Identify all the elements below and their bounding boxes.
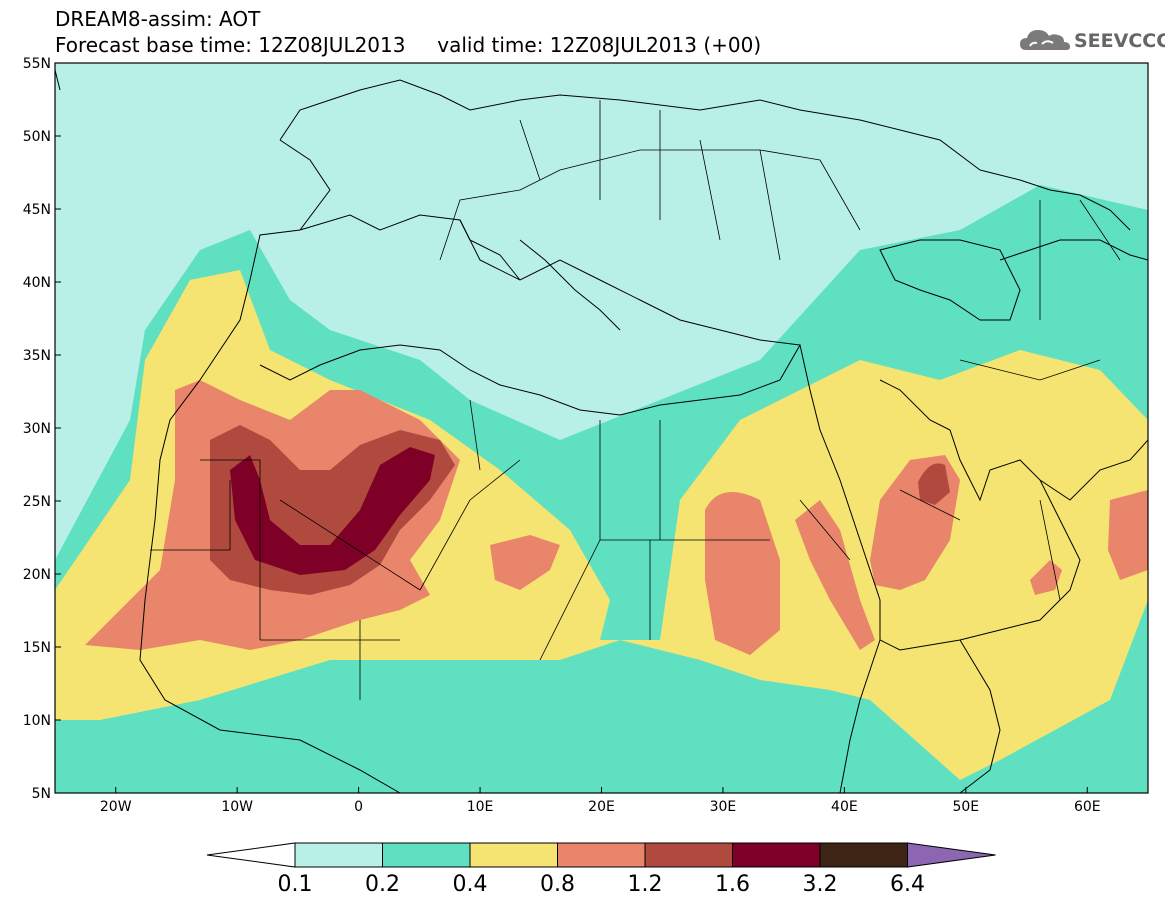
- colorbar-under-arrow: [206, 842, 296, 868]
- lon-tick-label: 30E: [710, 799, 737, 815]
- colorbar-label: 3.2: [803, 872, 838, 897]
- coastlines: [55, 69, 1148, 793]
- lat-tick-label: 25N: [23, 494, 51, 510]
- colorbar-label: 0.2: [365, 872, 400, 897]
- lat-tick-label: 40N: [23, 275, 51, 291]
- lat-tick-label: 50N: [23, 129, 51, 145]
- colorbar-label: 1.2: [628, 872, 663, 897]
- latitude-axis: 55N 50N 45N 40N 35N 30N 25N 20N 15N 10N 5N: [23, 56, 61, 802]
- colorbar-label: 0.8: [540, 872, 575, 897]
- lon-tick-label: 0: [354, 799, 363, 815]
- map-title: DREAM8-assim: AOT: [55, 7, 261, 31]
- colorbar-swatch: [732, 842, 821, 868]
- lat-tick-label: 30N: [23, 421, 51, 437]
- aot-contour-0.8-redsea: [795, 500, 875, 650]
- lat-tick-label: 5N: [32, 786, 51, 802]
- lon-tick-label: 50E: [952, 799, 979, 815]
- lat-tick-label: 15N: [23, 640, 51, 656]
- lon-tick-label: 10E: [467, 799, 494, 815]
- aot-contour-1.6: [230, 447, 435, 575]
- lat-tick-label: 35N: [23, 348, 51, 364]
- colorbar-swatch: [382, 842, 471, 868]
- colorbar-label: 1.6: [715, 872, 750, 897]
- lon-tick-label: 20W: [100, 799, 132, 815]
- lat-tick-label: 10N: [23, 713, 51, 729]
- lon-tick-label: 10W: [221, 799, 253, 815]
- colorbar-swatch: [469, 842, 558, 868]
- lat-tick-label: 45N: [23, 202, 51, 218]
- colorbar-swatch: [294, 842, 383, 868]
- cloud-icon: [1020, 30, 1070, 50]
- lon-tick-label: 60E: [1074, 799, 1101, 815]
- lon-tick-label: 20E: [588, 799, 615, 815]
- aot-contour-0.8-sudan: [705, 492, 780, 655]
- colorbar-label: 6.4: [890, 872, 925, 897]
- colorbar-label: 0.1: [278, 872, 313, 897]
- colorbar-swatch: [644, 842, 733, 868]
- colorbar-over-arrow: [907, 842, 996, 868]
- colorbar-label: 0.4: [453, 872, 488, 897]
- lat-tick-label: 55N: [23, 56, 51, 72]
- lat-tick-label: 20N: [23, 567, 51, 583]
- longitude-axis: 20W 10W 0 10E 20E 30E 40E 50E 60E: [100, 787, 1101, 815]
- aot-contour-1.2-arabia: [918, 463, 950, 505]
- colorbar-swatch: [819, 842, 908, 868]
- aot-contour-0.8-east: [1108, 490, 1148, 580]
- logo-text: SEEVCCC: [1074, 30, 1165, 52]
- colorbar-swatch: [557, 842, 646, 868]
- lon-tick-label: 40E: [831, 799, 858, 815]
- country-borders: [150, 100, 1121, 700]
- map-subtitle: Forecast base time: 12Z08JUL2013 valid t…: [55, 33, 762, 57]
- seevccc-logo: SEEVCCC: [1018, 26, 1165, 56]
- aot-contour-0.8-chad: [490, 535, 560, 590]
